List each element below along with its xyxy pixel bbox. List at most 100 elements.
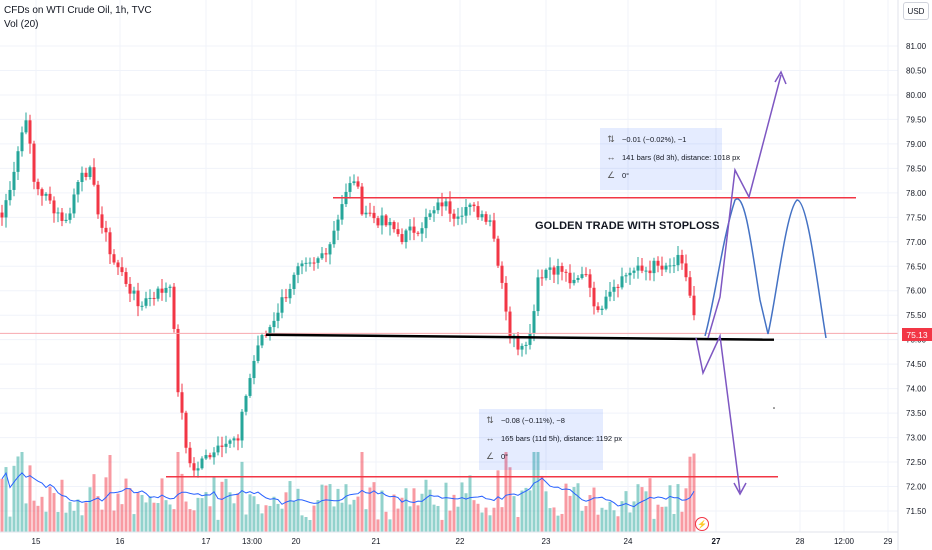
candle-body [584,274,588,276]
candle-body [12,171,16,190]
volume-bar [48,486,52,532]
volume-bar [24,503,28,532]
candle-body [300,263,304,267]
candle-body [240,411,244,441]
range-icon: ⇅ [607,134,615,144]
candle-body [184,412,188,448]
candle-body [276,312,280,321]
candle-body [200,458,204,469]
time-tick-label: 27 [712,537,721,546]
volume-bar [260,513,264,532]
volume-bar [448,510,452,532]
candle-body [116,262,120,268]
volume-bar [320,484,324,532]
volume-bar [552,507,556,532]
candle-body [92,167,96,185]
measure-box-bottom[interactable]: ⇅ −0.08 (−0.11%), −8 ↔ 165 bars (11d 5h), … [479,409,622,470]
volume-bar [328,484,332,532]
volume-bar [68,501,72,532]
volume-bar [492,507,496,532]
measure-box-top[interactable]: ⇅ −0.01 (−0.02%), −1 ↔ 141 bars (8d 3h), d… [600,128,740,190]
candle-body [296,266,300,275]
volume-bar [60,479,64,532]
candle-body [136,290,140,307]
last-price-tag: 75.13 [902,328,932,341]
volume-bar [344,484,348,532]
volume-bar [28,465,32,532]
volume-bar [292,501,296,532]
candle-body [664,265,668,270]
volume-bar [332,506,336,532]
candle-body [372,212,376,219]
candle-body [680,254,684,264]
candle-body [16,151,20,172]
candle-body [612,286,616,292]
candle-body [36,181,40,190]
measure-angle: 0° [622,171,630,180]
volume-bar [148,496,152,532]
candle-body [460,215,464,217]
measure-change: −0.01 (−0.02%), −1 [622,135,687,144]
lightning-icon[interactable]: ⚡ [695,517,709,531]
volume-bar [20,452,24,532]
volume-bar [348,504,352,532]
candle-body [560,266,564,272]
volume-bar [508,467,512,532]
candle-body [120,267,124,273]
volume-bar [80,515,84,532]
symbol-title: CFDs on WTI Crude Oil, 1h, TVC [4,5,152,16]
drawings [0,70,898,496]
volume-bar [380,490,384,532]
candle-body [376,218,380,226]
volume-bar [176,452,180,532]
candle-body [572,279,576,284]
candle-body [400,234,404,243]
currency-button[interactable]: USD [903,2,929,20]
candle-body [364,212,368,215]
price-axis: 81.00 80.50 80.00 79.50 79.00 78.50 78.00 77.50… [897,0,927,550]
volume-bar [676,484,680,532]
volume-bars [0,452,696,532]
candle-body [228,440,232,444]
candle-body [168,286,172,288]
price-tick-label: 79.00 [906,140,927,149]
price-tick-label: 73.00 [906,434,927,443]
candle-body [128,283,132,294]
candle-body [388,222,392,226]
volume-bar [16,456,20,532]
volume-bar [588,495,592,532]
volume-bar [624,491,628,532]
time-tick-label: 17 [202,537,211,546]
candle-body [180,392,184,413]
volume-bar [528,490,532,532]
trade-annotation: GOLDEN TRADE WITH STOPLOSS [535,220,720,232]
candle-body [160,288,164,293]
time-tick-label: 29 [884,537,893,546]
volume-bar [444,482,448,532]
candle-body [360,186,364,215]
candle-body [236,438,240,441]
candle-body [424,216,428,229]
volume-bar [556,515,560,532]
volume-bar [240,461,244,532]
time-tick-label: 15 [32,537,41,546]
volume-bar [84,502,88,532]
volume-bar [464,493,468,532]
candle-body [84,172,88,177]
candle-body [520,345,524,350]
candle-body [252,360,256,379]
candle-body [404,230,408,243]
price-tick-label: 81.00 [906,42,927,51]
candle-body [88,167,92,177]
candle-body [256,345,260,361]
volume-bar [644,491,648,532]
projection-curve [704,198,827,339]
volume-bar [92,474,96,532]
candle-body [244,395,248,412]
volume-bar [40,496,44,532]
volume-bar [472,500,476,532]
candle-body [432,210,436,214]
volume-bar [524,487,528,532]
time-tick-label: 28 [796,537,805,546]
